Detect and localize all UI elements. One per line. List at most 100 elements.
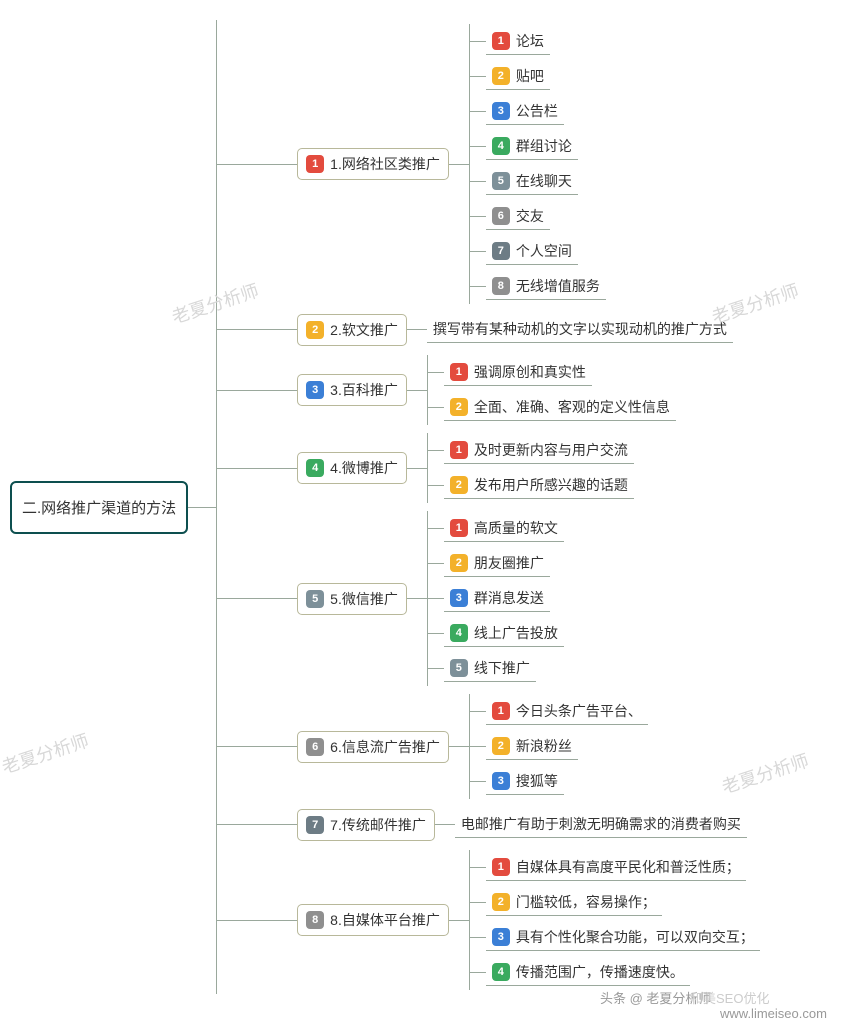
leaf-label: 个人空间	[516, 241, 572, 261]
root-node: 二.网络推广渠道的方法	[10, 481, 188, 534]
leaf-label: 在线聊天	[516, 171, 572, 191]
leaf-node: 5 线下推广	[444, 655, 536, 682]
connector	[428, 563, 444, 564]
leaf-node: 5在线聊天	[486, 168, 578, 195]
level1-node: 88.自媒体平台推广	[297, 904, 449, 936]
level2-branch: 撰写带有某种动机的文字以实现动机的推广方式	[427, 314, 733, 345]
leaf-label: 交友	[516, 206, 544, 226]
level1-branch: 22.软文推广撰写带有某种动机的文字以实现动机的推广方式	[217, 312, 760, 347]
badge-icon: 4	[492, 963, 510, 981]
level2-children: 1 高质量的软文 2朋友圈推广 3群消息发送 4线上广告投放 5 线下推广	[427, 511, 564, 686]
level2-branch: 3 搜狐等	[470, 766, 648, 797]
connector	[407, 598, 427, 599]
connector	[217, 390, 297, 391]
badge-icon: 2	[450, 554, 468, 572]
connector	[428, 407, 444, 408]
leaf-label: 撰写带有某种动机的文字以实现动机的推广方式	[433, 319, 727, 339]
connector	[470, 902, 486, 903]
connector	[407, 468, 427, 469]
connector	[428, 598, 444, 599]
level1-node: 66.信息流广告推广	[297, 731, 449, 763]
level1-branch: 44.微博推广1及时更新内容与用户交流2发布用户所感兴趣的话题	[217, 433, 760, 503]
badge-icon: 1	[492, 32, 510, 50]
badge-icon: 7	[492, 242, 510, 260]
badge-icon: 4	[450, 624, 468, 642]
level2-branch: 4线上广告投放	[428, 618, 564, 649]
leaf-label: 搜狐等	[516, 771, 558, 791]
leaf-label: 高质量的软文	[474, 518, 558, 538]
level1-node: 77.传统邮件推广	[297, 809, 435, 841]
level2-branch: 3群消息发送	[428, 583, 564, 614]
badge-icon: 5	[306, 590, 324, 608]
badge-icon: 2	[492, 893, 510, 911]
connector	[470, 867, 486, 868]
level2-branch: 电邮推广有助于刺激无明确需求的消费者购买	[455, 809, 747, 840]
root-label: 二.网络推广渠道的方法	[22, 500, 176, 517]
leaf-node: 2门槛较低，容易操作；	[486, 889, 662, 916]
badge-icon: 1	[450, 519, 468, 537]
connector	[470, 251, 486, 252]
badge-icon: 5	[450, 659, 468, 677]
leaf-label: 及时更新内容与用户交流	[474, 440, 628, 460]
connector	[435, 824, 455, 825]
connector	[428, 668, 444, 669]
leaf-label: 群组讨论	[516, 136, 572, 156]
leaf-label: 电邮推广有助于刺激无明确需求的消费者购买	[461, 814, 741, 834]
level2-children: 电邮推广有助于刺激无明确需求的消费者购买	[455, 807, 747, 842]
level2-branch: 2门槛较低，容易操作；	[470, 887, 760, 918]
leaf-node: 3具有个性化聚合功能，可以双向交互；	[486, 924, 760, 951]
level1-label: 6.信息流广告推广	[330, 737, 440, 757]
footer-text: 和美SEO优化	[690, 988, 769, 1007]
leaf-node: 4传播范围广，传播速度快。	[486, 959, 690, 986]
leaf-node: 1强调原创和真实性	[444, 359, 592, 386]
level1-branch: 77.传统邮件推广 电邮推广有助于刺激无明确需求的消费者购买	[217, 807, 760, 842]
connector	[428, 450, 444, 451]
leaf-node: 2新浪粉丝	[486, 733, 578, 760]
leaf-node: 1论坛	[486, 28, 550, 55]
badge-icon: 1	[492, 702, 510, 720]
level1-label: 1.网络社区类推广	[330, 154, 440, 174]
leaf-node: 2全面、准确、客观的定义性信息	[444, 394, 676, 421]
connector	[470, 216, 486, 217]
badge-icon: 2	[492, 67, 510, 85]
leaf-node: 6 交友	[486, 203, 550, 230]
leaf-label: 贴吧	[516, 66, 544, 86]
leaf-label: 公告栏	[516, 101, 558, 121]
leaf-label: 强调原创和真实性	[474, 362, 586, 382]
level2-branch: 1 及时更新内容与用户交流	[428, 435, 634, 466]
level1-branch: 88.自媒体平台推广1自媒体具有高度平民化和普泛性质；2门槛较低，容易操作；3具…	[217, 850, 760, 990]
connector	[217, 329, 297, 330]
level1-branch: 55.微信推广1高质量的软文2朋友圈推广3群消息发送4线上广告投放5线下推广	[217, 511, 760, 686]
badge-icon: 8	[492, 277, 510, 295]
leaf-node: 3群消息发送	[444, 585, 550, 612]
level2-branch: 1今日头条广告平台、	[470, 696, 648, 727]
level1-label: 4.微博推广	[330, 458, 398, 478]
badge-icon: 1	[450, 441, 468, 459]
leaf-label: 线下推广	[474, 658, 530, 678]
badge-icon: 6	[492, 207, 510, 225]
badge-icon: 4	[306, 459, 324, 477]
level2-children: 1及时更新内容与用户交流2发布用户所感兴趣的话题	[427, 433, 634, 503]
leaf-node: 4线上广告投放	[444, 620, 564, 647]
connector	[470, 972, 486, 973]
leaf-node: 1 高质量的软文	[444, 515, 564, 542]
leaf-label: 发布用户所感兴趣的话题	[474, 475, 628, 495]
badge-icon: 3	[492, 772, 510, 790]
leaf-node: 1今日头条广告平台、	[486, 698, 648, 725]
level2-branch: 3具有个性化聚合功能，可以双向交互；	[470, 922, 760, 953]
level2-branch: 1论坛	[470, 26, 606, 57]
level2-branch: 3公告栏	[470, 96, 606, 127]
leaf-node: 2朋友圈推广	[444, 550, 550, 577]
level1-node: 33.百科推广	[297, 374, 407, 406]
level1-label: 8.自媒体平台推广	[330, 910, 440, 930]
level2-children: 1今日头条广告平台、 2新浪粉丝 3 搜狐等	[469, 694, 648, 799]
level2-branch: 8无线增值服务	[470, 271, 606, 302]
level2-branch: 1强调原创和真实性	[428, 357, 676, 388]
level1-label: 3.百科推广	[330, 380, 398, 400]
connector	[217, 598, 297, 599]
connector	[470, 111, 486, 112]
connector	[449, 746, 469, 747]
connector	[217, 746, 297, 747]
connector	[470, 181, 486, 182]
connector	[217, 468, 297, 469]
